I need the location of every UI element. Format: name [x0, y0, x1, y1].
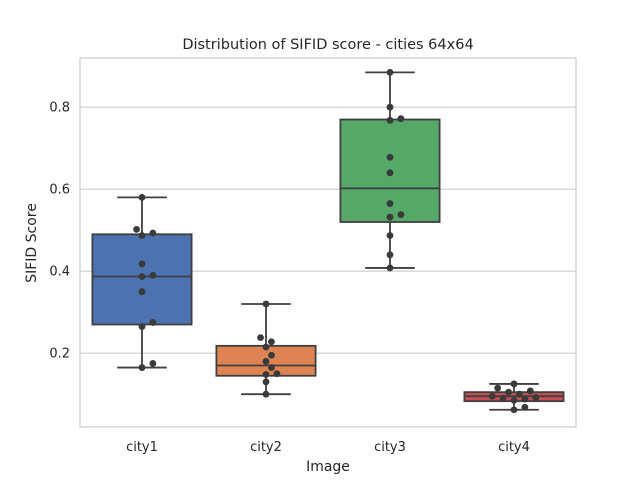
data-point	[138, 194, 146, 201]
box-group-city2	[215, 300, 317, 398]
data-point	[386, 153, 394, 161]
data-point	[138, 260, 146, 268]
x-tick-label-city1: city1	[126, 440, 158, 455]
data-point	[149, 319, 157, 326]
data-point	[138, 364, 146, 371]
data-point	[532, 394, 540, 401]
x-tick-labels: city1 city2 city3 city4	[126, 440, 530, 455]
data-point	[397, 115, 405, 123]
data-point	[526, 387, 534, 395]
data-point	[516, 390, 523, 398]
data-point	[510, 406, 518, 414]
box-group-city1	[91, 194, 193, 371]
data-point	[494, 384, 502, 392]
data-point	[268, 338, 275, 346]
data-point	[262, 300, 270, 308]
data-point	[149, 360, 157, 367]
data-point	[149, 229, 157, 237]
data-point	[521, 395, 529, 403]
y-tick-label: 0.2	[49, 347, 70, 362]
data-point	[386, 116, 394, 124]
y-tick-label: 0.6	[49, 183, 70, 198]
data-point	[262, 343, 270, 351]
x-tick-label-city2: city2	[250, 440, 282, 455]
data-point	[138, 232, 146, 239]
data-point	[262, 390, 270, 398]
data-point	[386, 200, 394, 207]
data-point	[268, 351, 275, 359]
data-point	[499, 394, 507, 402]
data-point	[386, 103, 394, 111]
box-group-city4	[463, 380, 565, 414]
data-point	[262, 358, 270, 365]
x-tick-label-city3: city3	[374, 440, 406, 455]
data-point	[133, 225, 140, 233]
data-point	[138, 273, 146, 280]
x-axis-label: Image	[306, 459, 350, 475]
data-point	[521, 403, 529, 411]
data-point	[386, 251, 394, 259]
data-point	[510, 396, 518, 404]
y-tick-label: 0.8	[49, 101, 70, 116]
data-point	[386, 68, 394, 76]
data-point	[386, 169, 394, 177]
data-point	[505, 388, 512, 396]
y-axis-label: SIFID Score	[24, 203, 40, 283]
x-tick-label-city4: city4	[498, 440, 530, 455]
y-tick-labels: 0.2 0.4 0.6 0.8	[49, 101, 70, 362]
data-point	[257, 334, 264, 342]
data-point	[149, 271, 157, 279]
box-group-city3	[339, 68, 441, 272]
data-point	[488, 392, 496, 400]
y-tick-label: 0.4	[49, 265, 70, 280]
data-point	[138, 288, 146, 296]
data-point	[397, 211, 405, 219]
data-point	[262, 371, 270, 378]
data-point	[273, 370, 281, 378]
data-point	[386, 264, 394, 272]
data-point	[268, 364, 275, 371]
data-point	[262, 378, 270, 386]
data-point	[138, 323, 146, 330]
chart-title: Distribution of SIFID score - cities 64x…	[182, 37, 473, 53]
data-point	[510, 380, 518, 388]
data-point	[386, 232, 394, 239]
boxes	[91, 68, 565, 414]
data-point	[386, 213, 394, 221]
